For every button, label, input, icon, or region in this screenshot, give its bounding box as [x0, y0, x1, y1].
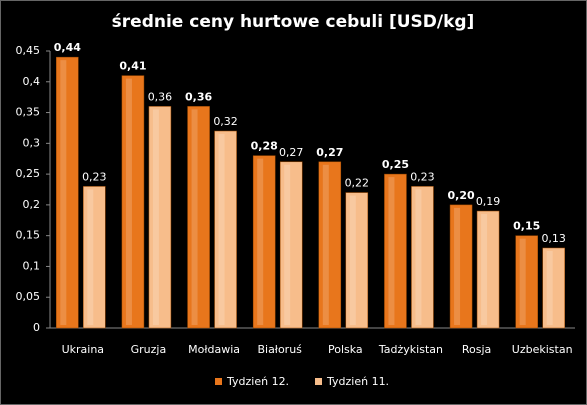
value-label: 0,23 — [82, 170, 107, 183]
bar — [214, 130, 237, 329]
y-tick-label: 0,35 — [16, 106, 41, 119]
value-label: 0,27 — [316, 146, 343, 159]
bar-highlight — [87, 189, 94, 325]
bar — [449, 204, 473, 329]
bar — [252, 155, 276, 329]
bar-highlight — [454, 207, 461, 325]
legend-swatch — [315, 378, 322, 385]
value-label: 0,32 — [213, 115, 238, 128]
y-tick-label: 0,25 — [16, 167, 41, 180]
bar-highlight — [284, 164, 291, 325]
bar-highlight — [349, 195, 356, 325]
y-tick-label: 0,45 — [16, 44, 41, 57]
bar — [318, 161, 342, 329]
x-tick-label: Gruzja — [131, 343, 167, 356]
x-tick-label: Mołdawia — [188, 343, 240, 356]
x-tick-label: Uzbekistan — [512, 343, 573, 356]
bar-highlight — [322, 164, 329, 325]
legend-label: Tydzień 12. — [226, 375, 289, 388]
value-label: 0,15 — [513, 220, 540, 233]
bar-highlight — [152, 109, 159, 326]
x-tick-label: Białoruś — [257, 343, 302, 356]
value-label: 0,28 — [251, 140, 278, 153]
value-label: 0,25 — [382, 158, 409, 171]
bar — [279, 161, 303, 329]
value-label: 0,36 — [185, 90, 212, 103]
bar-highlight — [481, 214, 488, 325]
legend-label: Tydzień 11. — [326, 375, 389, 388]
chart-title: średnie ceny hurtowe cebuli [USD/kg] — [112, 12, 475, 32]
bar — [187, 106, 210, 329]
y-tick-label: 0,15 — [16, 229, 41, 242]
bar — [121, 75, 145, 329]
value-label: 0,44 — [54, 41, 81, 54]
bar-highlight — [519, 238, 526, 325]
y-tick-label: 0 — [33, 321, 40, 334]
value-label: 0,22 — [345, 177, 370, 190]
bar-highlight — [388, 177, 395, 325]
bar — [542, 247, 565, 329]
bar — [476, 210, 500, 329]
value-label: 0,13 — [541, 232, 566, 245]
bar-highlight — [125, 78, 132, 325]
bar — [515, 235, 538, 329]
x-tick-label: Rosja — [462, 343, 491, 356]
value-label: 0,27 — [279, 146, 304, 159]
y-tick-label: 0,1 — [23, 259, 41, 272]
x-tick-label: Polska — [328, 343, 363, 356]
x-tick-label: Ukraina — [62, 343, 104, 356]
bar-highlight — [546, 250, 553, 325]
bar — [56, 56, 79, 329]
bar-highlight — [257, 158, 264, 325]
bar — [384, 173, 407, 329]
y-tick-label: 0,4 — [23, 75, 41, 88]
y-tick-label: 0,2 — [23, 198, 41, 211]
bar — [148, 106, 172, 329]
x-tick-label: Tadżykistan — [378, 343, 443, 356]
bar-highlight — [60, 60, 67, 326]
y-tick-label: 0,3 — [23, 136, 41, 149]
value-label: 0,19 — [476, 195, 501, 208]
bar-highlight — [415, 189, 422, 325]
value-label: 0,23 — [410, 170, 435, 183]
value-label: 0,36 — [148, 90, 173, 103]
bar-highlight — [191, 109, 198, 326]
legend-swatch — [215, 378, 222, 385]
value-label: 0,20 — [447, 189, 474, 202]
bar — [345, 192, 369, 329]
value-label: 0,41 — [119, 60, 146, 73]
bar — [83, 186, 106, 329]
bar — [411, 186, 434, 329]
y-tick-label: 0,05 — [16, 290, 41, 303]
bar-highlight — [218, 134, 225, 325]
